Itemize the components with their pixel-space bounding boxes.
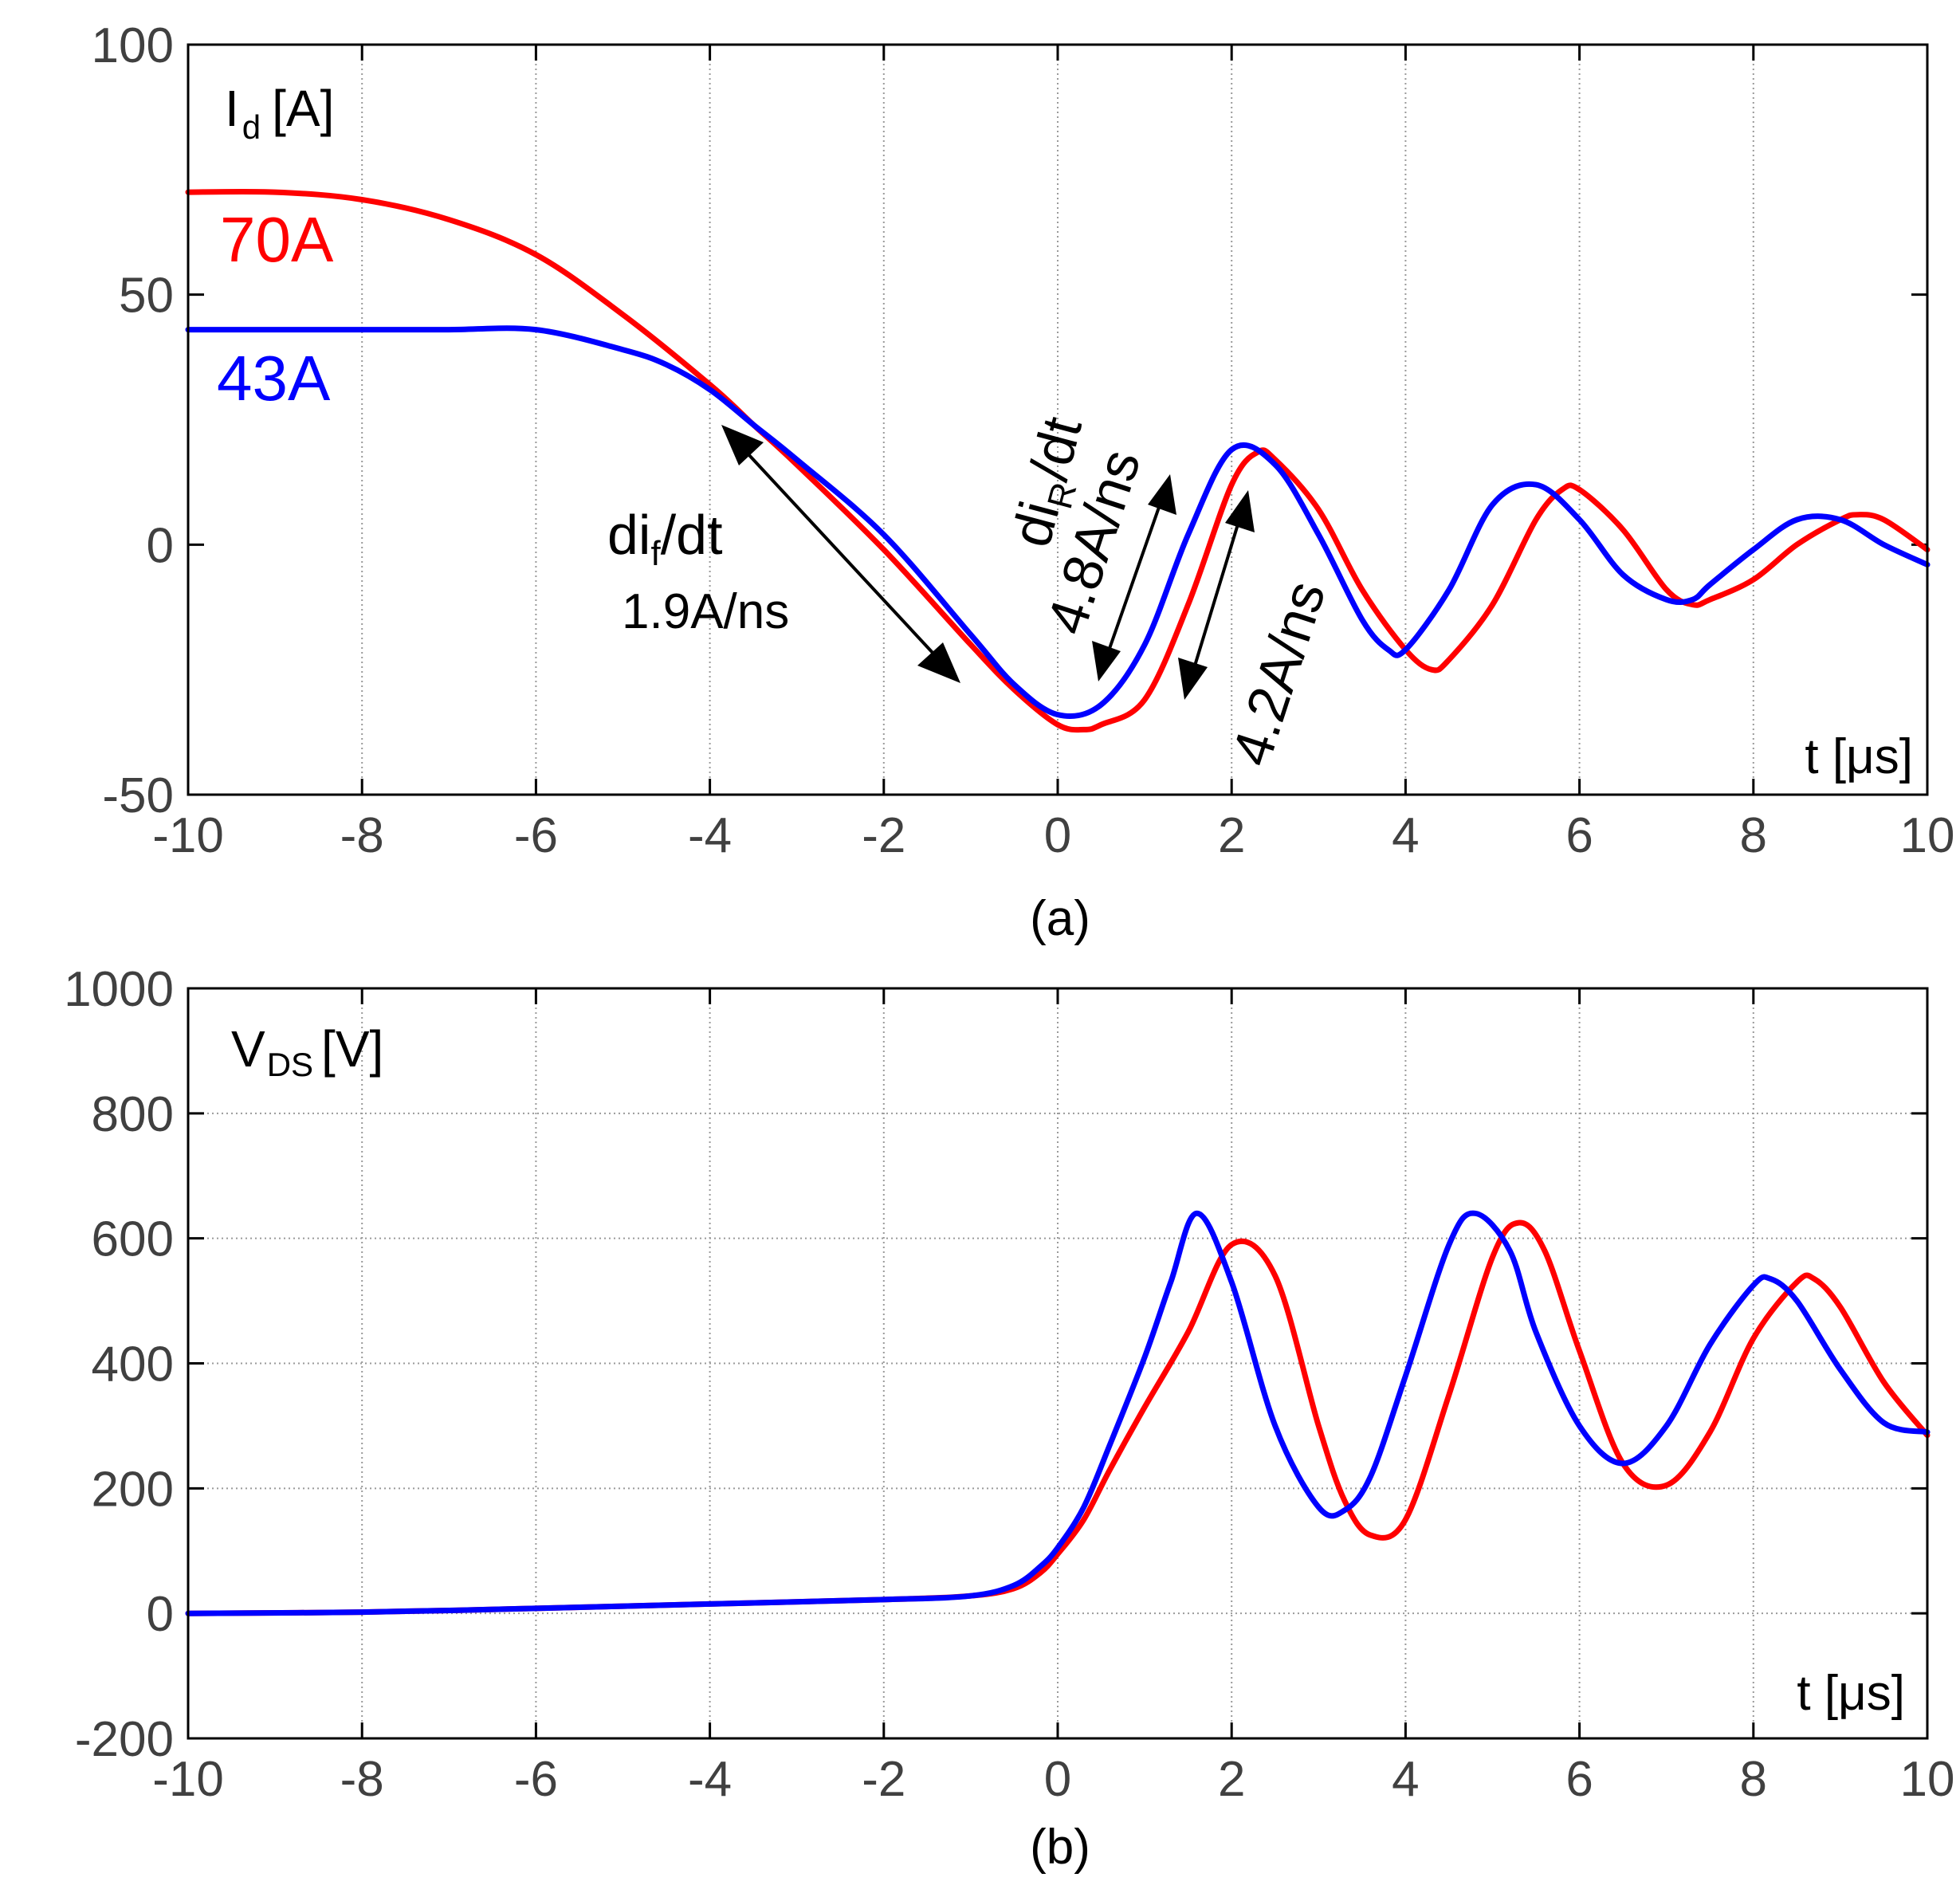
- ylabel-b-unit: [V]: [321, 1020, 383, 1078]
- y-tick-label: 400: [92, 1337, 174, 1392]
- x-tick-label: -4: [688, 808, 732, 863]
- dir-blue-arrowhead-up: [1148, 474, 1176, 515]
- x-tick-label: 6: [1565, 808, 1593, 863]
- panel-a: -10 -8 -6 -4 -2 0 2 4 6 8 10 -50 0 50 100 Id [A] t [μs]…: [92, 18, 1955, 946]
- series-b: [185, 1210, 1931, 1616]
- x-tick-label: 0: [1044, 808, 1071, 863]
- grid-b: [188, 988, 1927, 1738]
- dif-value: 1.9A/ns: [622, 584, 789, 639]
- x-tick-label: -10: [152, 808, 224, 863]
- ticks-b: -10 -8 -6 -4 -2 0 2 4 6 8 10 -200 0 200 400 600 800 1000: [64, 962, 1954, 1807]
- series-a: [185, 188, 1931, 733]
- axes-frame-a: [187, 43, 1929, 796]
- x-tick-label: 2: [1218, 1752, 1245, 1807]
- x-tick-label: 4: [1392, 808, 1419, 863]
- x-tick-label: 10: [1900, 808, 1955, 863]
- grid-a: [361, 45, 1754, 795]
- x-tick-label: -6: [514, 808, 558, 863]
- sublabel-a: (a): [1030, 891, 1090, 946]
- series-line-43a: [185, 325, 1931, 719]
- series-line-70a: [185, 188, 1931, 733]
- y-tick-label: 800: [92, 1087, 174, 1142]
- dir-red-arrow: [1191, 516, 1242, 674]
- x-tick-label: 2: [1218, 808, 1245, 863]
- axes-frame-b: [187, 987, 1929, 1740]
- x-tick-label: 4: [1392, 1752, 1419, 1807]
- dif-arrow: [736, 441, 946, 667]
- x-tick-label: -2: [862, 808, 905, 863]
- ylabel-a-unit: [A]: [272, 80, 334, 137]
- ylabel-a: Id [A]: [225, 80, 334, 146]
- xlabel-b: t [μs]: [1797, 1666, 1905, 1721]
- dir-blue-arrow: [1105, 497, 1164, 658]
- sublabel-b: (b): [1030, 1820, 1090, 1875]
- x-tick-label: -10: [152, 1752, 224, 1807]
- y-tick-label: 0: [147, 518, 174, 573]
- x-tick-label: 8: [1740, 808, 1767, 863]
- dir-blue-arrowhead-down: [1092, 641, 1121, 681]
- dif-arrowhead-up: [721, 425, 764, 465]
- y-tick-label: 0: [147, 1587, 174, 1642]
- x-tick-label: -8: [340, 1752, 384, 1807]
- ylabel-b: VDS [V]: [231, 1020, 383, 1083]
- y-tick-label: 600: [92, 1212, 174, 1267]
- dir-red-arrowhead-up: [1225, 490, 1255, 532]
- xlabel-a: t [μs]: [1805, 729, 1913, 784]
- x-tick-label: 6: [1565, 1752, 1593, 1807]
- series-line-43a: [185, 1210, 1931, 1616]
- x-tick-label: -8: [340, 808, 384, 863]
- dif-arrowhead-down: [917, 642, 960, 683]
- x-tick-label: -2: [862, 1752, 905, 1807]
- y-tick-label: 50: [119, 269, 174, 324]
- ticks-a: -10 -8 -6 -4 -2 0 2 4 6 8 10 -50 0 50 100: [92, 18, 1955, 863]
- legend-label-43a: 43A: [217, 343, 331, 414]
- x-tick-label: -4: [688, 1752, 732, 1807]
- ylabel-a-main: I: [225, 80, 239, 137]
- dif-label: dif/dt: [607, 504, 723, 573]
- dir-label: diR/dt: [1000, 410, 1101, 555]
- y-tick-label: -200: [75, 1712, 174, 1767]
- y-tick-label: 200: [92, 1462, 174, 1517]
- x-tick-label: 10: [1900, 1752, 1955, 1807]
- ylabel-a-sub: d: [242, 108, 261, 146]
- ylabel-b-main: V: [231, 1020, 265, 1078]
- x-tick-label: 0: [1044, 1752, 1071, 1807]
- panel-b: -10 -8 -6 -4 -2 0 2 4 6 8 10-20002004006008001000 …: [64, 962, 1954, 1875]
- x-tick-label: 8: [1740, 1752, 1767, 1807]
- y-tick-label: 1000: [64, 962, 174, 1017]
- x-tick-label: -6: [514, 1752, 558, 1807]
- ylabel-b-sub: DS: [267, 1046, 313, 1083]
- legend-label-70a: 70A: [220, 204, 334, 275]
- y-tick-label: -50: [102, 768, 174, 823]
- y-tick-label: 100: [92, 18, 174, 73]
- dir-red-arrowhead-down: [1178, 658, 1208, 700]
